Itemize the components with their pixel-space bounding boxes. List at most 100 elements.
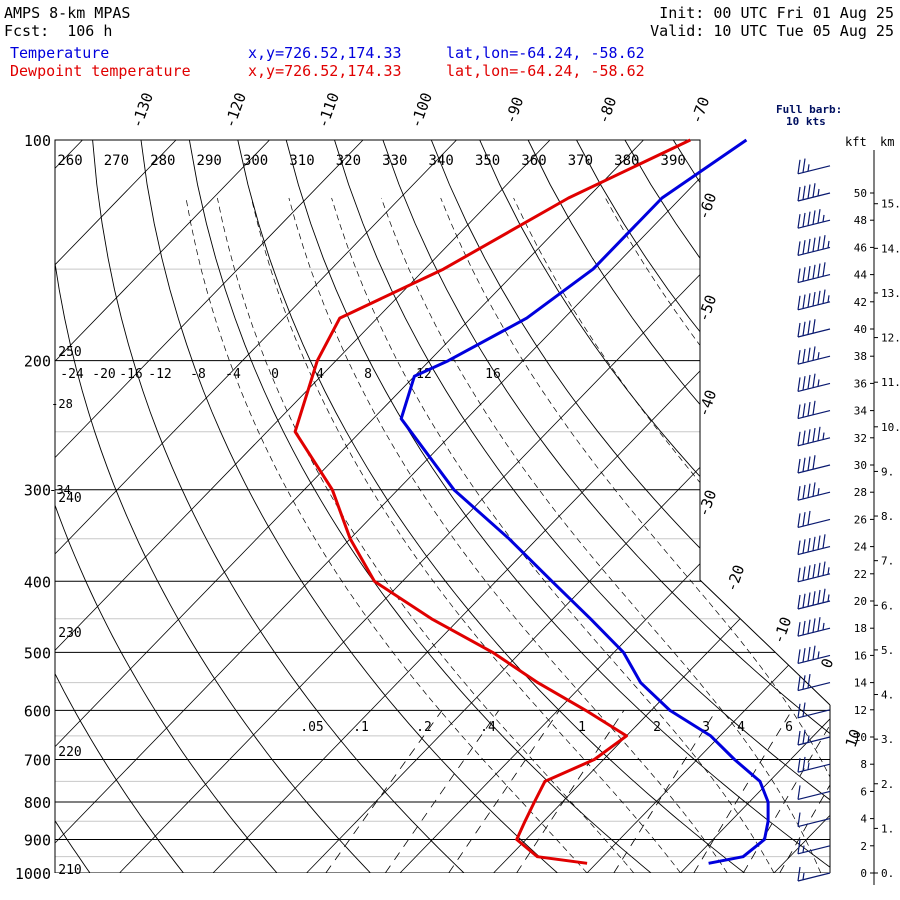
wind-barb-flag: [807, 211, 811, 226]
dry-adiabat: [430, 140, 830, 873]
wind-barb-flag: [802, 702, 806, 717]
wind-barb-flag: [812, 563, 816, 579]
upper-temp-label: 4: [316, 367, 324, 382]
kft-tick-label: 36: [854, 377, 867, 390]
wind-barb-flag: [802, 185, 806, 200]
kft-tick-label: 24: [854, 541, 868, 554]
wind-barb-flag: [802, 756, 806, 772]
kft-tick-label: 28: [854, 486, 867, 499]
theta-label: 290: [197, 153, 222, 169]
upper-temp-label: 16: [485, 367, 501, 382]
wind-barb-half: [822, 432, 825, 440]
kft-tick-label: 0: [860, 867, 867, 880]
wind-barb-flag: [812, 346, 816, 361]
wind-barb-flag: [797, 649, 801, 664]
km-label: km: [880, 135, 894, 149]
xy-readout-dewpoint: x,y=726.52,174.33: [248, 62, 402, 80]
wind-barb-flag: [802, 566, 806, 581]
dry-adiabat: [140, 140, 558, 873]
wind-barb-half: [827, 567, 830, 575]
wind-barb-flag: [797, 431, 801, 446]
wind-barb-flag: [807, 646, 811, 661]
kft-tick-label: 50: [854, 187, 867, 200]
wind-barb-flag: [802, 457, 806, 472]
moist-adiabat: [288, 197, 728, 873]
wind-barb-flag: [797, 812, 801, 827]
theta-label: 380: [614, 153, 639, 169]
kft-tick-label: 18: [854, 622, 867, 635]
wind-barb-flag: [797, 839, 801, 854]
isotherm-label: -50: [694, 292, 720, 324]
wind-barb-flag: [812, 455, 816, 470]
wind-barb-flag: [797, 214, 801, 229]
km-tick-label: 11.: [881, 376, 900, 389]
wind-barb-flag: [797, 676, 801, 691]
dry-adiabat: [188, 140, 652, 873]
theta-label: 340: [429, 153, 454, 169]
dry-adiabat: [479, 140, 830, 873]
dry-adiabat: [92, 140, 465, 873]
pressure-tick-label: 500: [24, 644, 51, 662]
isotherm-line: [55, 140, 364, 873]
wind-barb-flag: [812, 482, 816, 497]
dry-adiabat: [55, 140, 371, 873]
wind-barb-flag: [802, 593, 806, 608]
wind-barb-flag: [822, 534, 826, 549]
wind-barb-flag: [797, 295, 801, 310]
km-tick-label: 6.: [881, 599, 894, 612]
kft-tick-label: 40: [854, 323, 867, 336]
km-tick-label: 13.: [881, 287, 900, 300]
wind-barb-flag: [797, 866, 801, 882]
wind-barb-flag: [812, 237, 816, 252]
wind-barb-staff: [797, 818, 831, 828]
wind-barb-flag: [807, 293, 811, 308]
pressure-tick-label: 600: [24, 702, 51, 720]
wind-barb-flag: [817, 562, 821, 577]
wind-barb-flag: [797, 594, 801, 610]
wind-barb-flag: [802, 539, 806, 554]
theta-label: 390: [661, 153, 686, 169]
latlon-readout-temperature: lat,lon=-64.24, -58.62: [446, 44, 645, 62]
isotherm-label: 10: [842, 727, 865, 750]
wind-barb-flag: [797, 241, 801, 256]
mixing-ratio-label: 1: [578, 720, 586, 735]
dry-adiabat: [55, 140, 278, 873]
wind-barb-half: [817, 352, 820, 360]
isotherm-label: -120: [221, 90, 250, 130]
upper-temp-label: -4: [225, 367, 241, 382]
isotherm-label: -10: [769, 614, 795, 646]
pressure-tick-label: 100: [24, 132, 51, 150]
wind-barb-flag: [812, 319, 816, 334]
kft-tick-label: 20: [854, 595, 867, 608]
wind-barb-flag: [807, 456, 811, 471]
wind-barb-flag: [807, 402, 811, 417]
mixing-ratio-label: 3: [702, 720, 710, 735]
kft-tick-label: 16: [854, 649, 867, 662]
dry-adiabat: [237, 140, 745, 873]
wind-barb-flag: [807, 565, 811, 580]
wind-barb-flag: [822, 262, 826, 277]
wind-barb-flag: [802, 512, 806, 527]
wind-barb-half: [827, 295, 830, 303]
wind-barb-flag: [807, 347, 811, 362]
mixing-ratio-line: [693, 710, 793, 873]
isotherm-line: [55, 140, 270, 873]
wind-barb-flag: [807, 674, 811, 689]
forecast-hour: Fcst: 106 h: [4, 22, 113, 40]
pressure-tick-label: 300: [24, 482, 51, 500]
pressure-tick-label: 700: [24, 751, 51, 769]
wind-barb-flag: [802, 620, 806, 636]
kft-tick-label: 48: [854, 214, 867, 227]
wind-barb-flag: [807, 429, 811, 444]
wind-barb-flag: [812, 427, 816, 443]
kft-tick-label: 42: [854, 296, 867, 309]
wind-barb-flag: [807, 592, 811, 607]
theta-label: 300: [243, 153, 268, 169]
wind-barb-half: [807, 164, 810, 172]
wind-barb-half: [827, 594, 830, 602]
isotherm-line: [493, 140, 830, 873]
mixing-ratio-label: 4: [737, 720, 745, 735]
theta-label-left: 210: [58, 863, 81, 878]
legend-temperature: Temperature: [10, 44, 110, 62]
